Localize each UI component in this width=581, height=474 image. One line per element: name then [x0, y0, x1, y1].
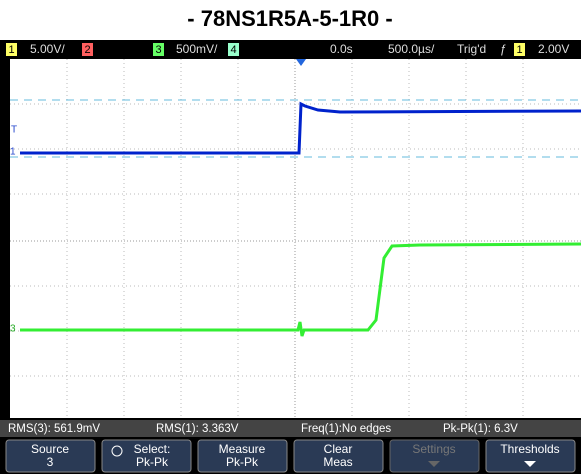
timebase: 500.0µs/	[388, 42, 435, 56]
softkey-value: Pk-Pk	[226, 455, 259, 469]
trigger-edge: ƒ	[500, 42, 507, 56]
softkey-label: Select:	[134, 442, 171, 456]
softkey[interactable]	[293, 439, 384, 473]
trigger-position-marker	[296, 59, 306, 66]
submenu-arrow	[524, 461, 536, 467]
trigger-level: 2.00V	[538, 42, 569, 56]
softkey-label: Thresholds	[500, 442, 559, 456]
ch3-label: 3	[155, 44, 161, 56]
measurement: Pk-Pk(1): 6.3V	[443, 423, 518, 435]
measurement: Freq(1):No edges	[301, 423, 391, 435]
softkey[interactable]	[5, 439, 96, 473]
ch4-box	[228, 43, 239, 56]
ch3-marker: 3	[10, 324, 16, 335]
trigger-source: 1	[516, 44, 522, 56]
status-bar: 1 5.00V/ 2 3 500mV/ 4 0.0s 500.0µs/ Trig…	[6, 42, 569, 56]
ch2-label: 2	[84, 44, 90, 56]
softkeys: Source 3 Select: Pk-Pk Measure Pk-Pk Cle…	[5, 439, 576, 473]
softkey[interactable]	[101, 439, 192, 473]
measurement: RMS(3): 561.9mV	[8, 423, 100, 435]
ch1-marker: 1	[10, 147, 16, 158]
ch1-scale: 5.00V/	[30, 42, 65, 56]
ch1-label: 1	[8, 44, 14, 56]
ch3-box	[153, 43, 164, 56]
ch1-trace	[20, 101, 581, 155]
softkey-label: Source	[31, 442, 69, 456]
title: - 78NS1R5A-5-1R0 -	[187, 6, 392, 31]
measurement-bar	[0, 420, 581, 437]
softkey[interactable]	[485, 439, 576, 473]
trigger-state: Trig'd	[457, 42, 486, 56]
ch1-box	[6, 43, 17, 56]
softkey[interactable]	[389, 439, 480, 473]
softkey-label: Clear	[324, 442, 353, 456]
ch4-label: 4	[230, 44, 236, 56]
softkey-value: Meas	[323, 455, 352, 469]
softkey-value: 3	[47, 455, 54, 469]
softkey-label: Measure	[219, 442, 266, 456]
softkey[interactable]	[197, 439, 288, 473]
softkey-label: Settings	[412, 442, 455, 456]
ch3-trace	[20, 242, 581, 337]
submenu-arrow	[428, 461, 440, 467]
delay: 0.0s	[330, 42, 353, 56]
softkey-value: Pk-Pk	[136, 455, 169, 469]
grid	[10, 59, 581, 418]
trigger-source-box	[514, 43, 525, 56]
select-knob-icon	[111, 445, 123, 457]
ch3-scale: 500mV/	[176, 42, 218, 56]
graticule	[10, 59, 581, 418]
ch2-box	[82, 43, 93, 56]
trigger-marker: T	[11, 125, 17, 136]
measurement: RMS(1): 3.363V	[156, 423, 239, 435]
